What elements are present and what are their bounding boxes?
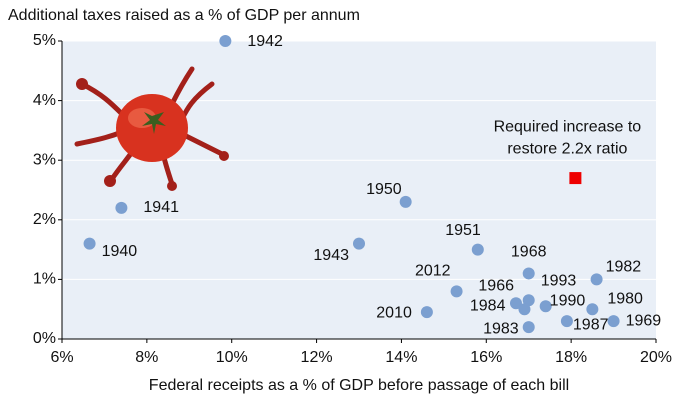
- point-label: 1950: [366, 181, 402, 198]
- point-label: 1993: [541, 272, 577, 289]
- y-tick-label: 2%: [33, 211, 56, 228]
- tomato-splat: [74, 66, 229, 191]
- x-tick-label: 10%: [216, 349, 248, 366]
- point-label: 1966: [478, 277, 514, 294]
- x-tick-label: 6%: [50, 349, 73, 366]
- point: [353, 237, 365, 250]
- point-label: 1942: [247, 33, 283, 50]
- point-label: 1980: [607, 290, 643, 307]
- annotation-text: restore 2.2x ratio: [507, 140, 627, 157]
- point-label: 1951: [445, 222, 481, 239]
- point: [590, 273, 603, 286]
- x-tick-label: 12%: [301, 349, 333, 366]
- y-tick-label: 1%: [33, 271, 56, 288]
- point: [509, 297, 522, 310]
- x-tick-label: 18%: [555, 349, 587, 366]
- point: [219, 35, 232, 47]
- point-label: 2010: [376, 304, 412, 321]
- point: [522, 321, 535, 334]
- y-tick-label: 0%: [33, 330, 56, 347]
- point-label: 1941: [143, 199, 179, 216]
- point-label: 1983: [483, 320, 519, 337]
- point: [518, 303, 531, 316]
- x-tick-label: 14%: [385, 349, 417, 366]
- point: [115, 201, 128, 214]
- point-label: 1968: [511, 244, 547, 261]
- y-tick-label: 4%: [33, 92, 56, 109]
- point-label: 1969: [626, 312, 662, 329]
- plot-area: [62, 41, 656, 339]
- x-tick-label: 20%: [640, 349, 672, 366]
- target-marker: [569, 172, 582, 185]
- x-tick-label: 16%: [470, 349, 502, 366]
- chart-title: Additional taxes raised as a % of GDP pe…: [8, 7, 360, 24]
- point: [471, 243, 484, 256]
- x-tick-label: 8%: [135, 349, 158, 366]
- point-label: 1990: [550, 292, 586, 309]
- point: [522, 267, 535, 280]
- x-axis-label: Federal receipts as a % of GDP before pa…: [149, 377, 569, 394]
- point: [522, 294, 535, 307]
- point-label: 1943: [313, 247, 349, 264]
- point-label: 1987: [573, 316, 609, 333]
- y-tick-label: 5%: [33, 32, 56, 49]
- point: [399, 195, 412, 208]
- point-label: 1982: [606, 259, 642, 276]
- point: [420, 306, 433, 319]
- point: [607, 315, 620, 328]
- point: [450, 285, 463, 298]
- annotation-text: Required increase to: [494, 118, 642, 135]
- point-label: 1984: [470, 297, 506, 314]
- point-label: 2012: [415, 263, 451, 280]
- point: [83, 237, 96, 250]
- point: [586, 303, 599, 316]
- y-tick-label: 3%: [33, 151, 56, 168]
- point-label: 1940: [102, 243, 138, 260]
- point: [560, 315, 573, 328]
- point: [539, 300, 552, 313]
